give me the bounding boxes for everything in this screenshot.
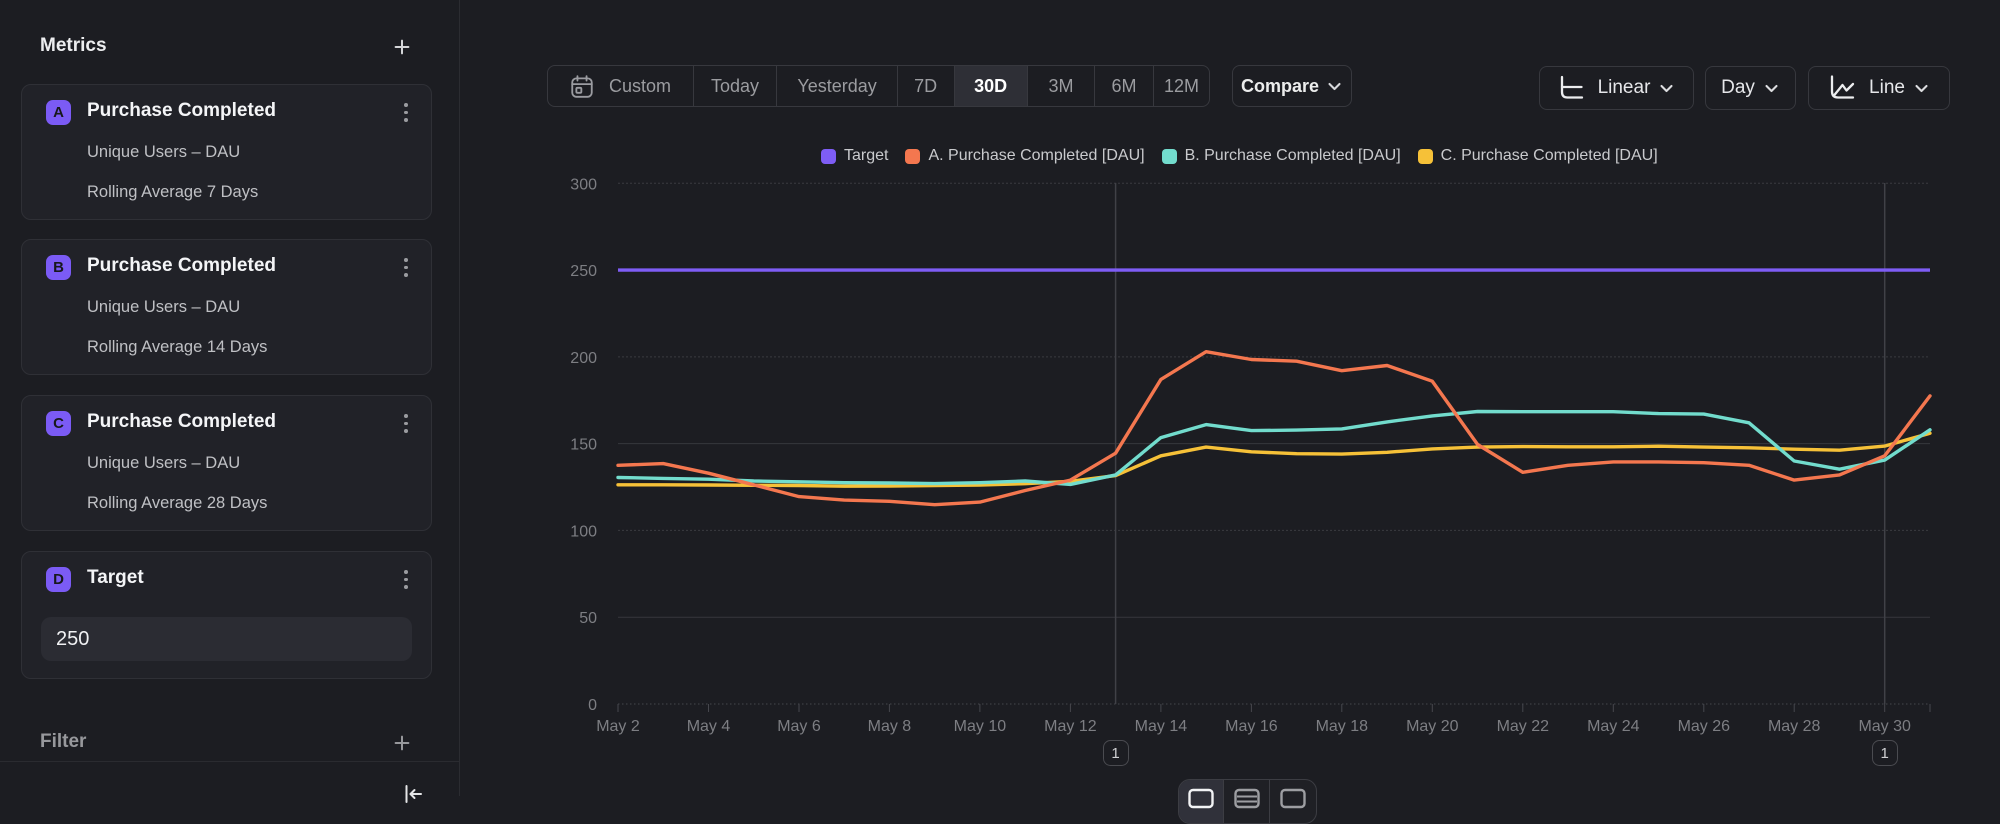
svg-text:May 12: May 12 — [1044, 718, 1097, 735]
svg-text:May 14: May 14 — [1135, 718, 1188, 735]
svg-text:May 26: May 26 — [1678, 718, 1731, 735]
svg-text:May 10: May 10 — [954, 718, 1007, 735]
svg-text:May 6: May 6 — [777, 718, 821, 735]
svg-text:May 20: May 20 — [1406, 718, 1459, 735]
svg-text:May 16: May 16 — [1225, 718, 1278, 735]
svg-text:150: 150 — [570, 437, 597, 454]
svg-text:May 24: May 24 — [1587, 718, 1640, 735]
svg-text:May 22: May 22 — [1497, 718, 1550, 735]
svg-text:May 4: May 4 — [687, 718, 731, 735]
svg-text:May 18: May 18 — [1316, 718, 1369, 735]
svg-text:May 8: May 8 — [868, 718, 912, 735]
svg-text:200: 200 — [570, 350, 597, 367]
svg-text:0: 0 — [588, 697, 597, 714]
svg-text:300: 300 — [570, 176, 597, 193]
svg-text:May 2: May 2 — [596, 718, 640, 735]
svg-text:May 28: May 28 — [1768, 718, 1821, 735]
svg-text:May 30: May 30 — [1858, 718, 1911, 735]
svg-text:100: 100 — [570, 523, 597, 540]
svg-text:50: 50 — [579, 610, 597, 627]
svg-text:250: 250 — [570, 263, 597, 280]
